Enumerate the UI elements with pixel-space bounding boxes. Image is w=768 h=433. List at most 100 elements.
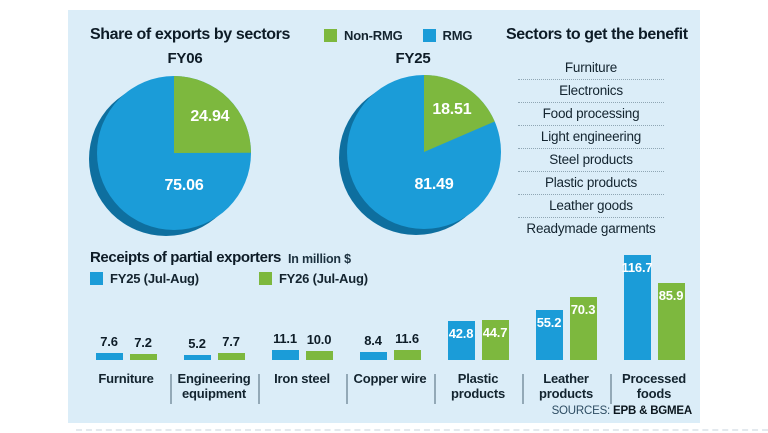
benefit-sector-item: Furniture [518,57,664,80]
bar-category-label: Engineering equipment [177,371,251,401]
pie-fy06-title: FY06 [167,50,203,67]
bar-value-label: 42.8 [448,326,474,341]
pie-svg [339,75,501,235]
benefit-sector-item: Readymade garments [526,221,656,236]
bar-group: 5.2 7.7 [170,254,258,360]
benefit-sector-item: Electronics [518,80,664,103]
bar-cell: 11.1 [271,254,299,360]
bar-cell: 7.7 [217,254,245,360]
infographic-panel: Share of exports by sectors Non-RMG RMG F… [68,10,700,423]
bar-cell: 11.6 [393,254,421,360]
bar-value-label: 7.7 [222,334,240,349]
benefit-sector-item: Leather goods [518,195,664,218]
bar-fy26 [569,297,597,360]
pie-value-non-rmg: 18.51 [432,100,472,118]
benefit-sector-item: Food processing [518,103,664,126]
pie-slice-non-rmg [174,76,251,153]
bar-fy26 [481,320,509,360]
benefit-sector-item: Plastic products [518,172,664,195]
bar-value-label: 44.7 [482,325,508,340]
bar-category-label: Plastic products [450,371,505,401]
sources-line: SOURCES: EPB & BGMEA [551,405,693,417]
benefit-sector-list: Furniture Electronics Food processing Light… [518,57,664,241]
bar-category-label: Copper wire [353,371,427,386]
category-divider [170,374,172,404]
bar-fy25 [623,255,651,360]
bar-group: 42.8 44.7 [434,254,522,360]
pie-value-rmg: 81.49 [414,176,454,194]
legend-swatch [90,272,103,285]
bar-category-label: Furniture [98,371,154,386]
bar-value-label: 85.9 [658,288,684,303]
pie-svg [89,76,251,236]
bar-fy25 [95,353,123,360]
bar-cell: 7.6 [95,254,123,360]
bar-category-label: Processed foods [622,371,686,401]
pie-legend: Non-RMG RMG [324,28,472,43]
bar-fy26 [129,354,157,360]
bar-cell: 7.2 [129,254,157,360]
bar-value-label: 11.1 [273,331,297,346]
bar-fy25 [535,310,563,360]
bar-category-label: Iron steel [274,371,330,386]
bar-legend: FY25 (Jul-Aug) FY26 (Jul-Aug) [90,271,368,286]
bar-cell: 44.7 [481,254,509,360]
bar-fy25 [359,352,387,360]
cropped-next-row-hint [76,429,768,431]
legend-swatch [258,272,272,285]
bar-value-label: 55.2 [536,315,562,330]
receipts-unit: In million $ [288,252,351,266]
bar-cell: 10.0 [305,254,333,360]
bar-value-label: 70.3 [570,302,596,317]
category-divider [258,374,260,404]
bar-cell: 116.7 [622,254,653,360]
bar-cell: 55.2 [535,254,563,360]
bar-fy25 [183,355,211,360]
bar-group: 11.1 10.0 [258,254,346,360]
category-divider [610,374,612,404]
pie-fy25-title: FY25 [395,50,431,67]
bar-value-label: 8.4 [364,333,382,348]
legend-item: FY25 (Jul-Aug) [90,271,199,286]
receipts-title: Receipts of partial exporters [90,249,281,266]
exports-title: Share of exports by sectors [90,26,290,43]
bar-fy26 [393,350,421,360]
bar-fy26 [217,353,245,360]
bar-group: 55.2 70.3 [522,254,610,360]
legend-item: Non-RMG [324,28,403,43]
bar-fy25 [447,321,475,360]
legend-item: FY26 (Jul-Aug) [258,271,368,286]
category-divider [522,374,524,404]
bar-cell: 85.9 [657,254,685,360]
benefit-sector-item: Steel products [518,149,664,172]
bar-fy26 [657,283,685,360]
pie-chart-fy06: 24.94 75.06 [86,66,262,246]
bar-value-label: 10.0 [306,332,332,347]
benefit-sector-item: Light engineering [518,126,664,149]
sources-label: SOURCES: [551,405,611,417]
bar-fy26 [305,351,333,360]
category-divider [434,374,436,404]
bar-chart: 7.6 7.2 5.2 7.7 11.1 10.0 8.4 11.6 42.8 44.7 55.2 7… [82,254,698,360]
bar-cell: 70.3 [569,254,597,360]
bar-group: 7.6 7.2 [82,254,170,360]
bar-value-label: 5.2 [188,336,206,351]
bar-fy25 [271,350,299,360]
pie-value-non-rmg: 24.94 [190,107,230,125]
bar-cell: 5.2 [183,254,211,360]
legend-label: FY26 (Jul-Aug) [278,271,368,286]
pie-value-rmg: 75.06 [164,177,204,195]
legend-label: FY25 (Jul-Aug) [110,271,199,286]
bar-cell: 42.8 [447,254,475,360]
bar-group: 116.7 85.9 [610,254,698,360]
sources-value: EPB & BGMEA [613,405,692,417]
legend-item: RMG [422,28,473,43]
bar-group: 8.4 11.6 [346,254,434,360]
legend-swatch [324,29,337,42]
legend-label: RMG [442,28,473,43]
bar-value-label: 7.6 [100,334,118,349]
legend-label: Non-RMG [344,28,403,43]
bar-value-label: 11.6 [395,331,419,346]
bar-category-label: Leather products [538,371,593,401]
